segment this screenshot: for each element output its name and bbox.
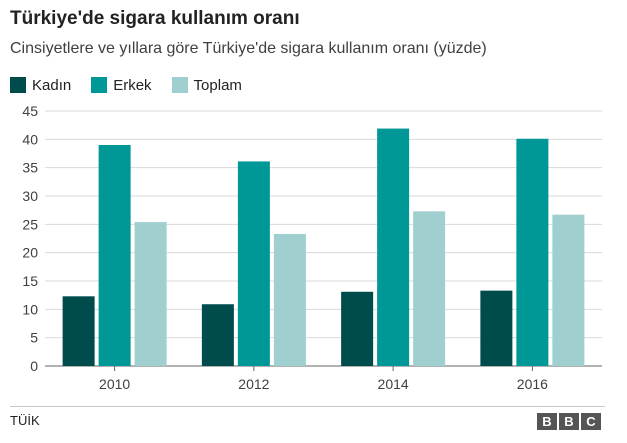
chart-title: Türkiye'de sigara kullanım oranı xyxy=(10,8,300,29)
x-tick-label: 2014 xyxy=(378,376,409,392)
y-tick-label: 40 xyxy=(22,131,38,147)
bar xyxy=(377,128,410,366)
y-tick-label: 25 xyxy=(22,216,38,232)
y-tick-label: 35 xyxy=(22,160,38,176)
legend-item-kadin: Kadın xyxy=(10,77,71,94)
y-tick-label: 30 xyxy=(22,188,38,204)
legend-label-erkek: Erkek xyxy=(113,76,152,94)
bar xyxy=(201,304,234,366)
footer-divider xyxy=(10,406,605,407)
bbc-logo-letter: B xyxy=(537,413,557,430)
bar xyxy=(480,290,513,366)
x-tick-label: 2012 xyxy=(238,376,269,392)
legend-item-toplam: Toplam xyxy=(171,76,242,94)
y-tick-label: 20 xyxy=(22,245,38,261)
y-tick-label: 15 xyxy=(22,273,38,289)
bbc-logo: B B C xyxy=(535,413,601,430)
bar xyxy=(413,211,446,366)
bar xyxy=(552,214,585,366)
bar xyxy=(134,222,167,366)
legend-label-kadin: Kadın xyxy=(32,76,72,94)
legend-swatch-toplam xyxy=(171,77,188,93)
y-tick-label: 5 xyxy=(30,330,38,346)
y-tick-label: 10 xyxy=(22,301,38,317)
bbc-logo-letter: C xyxy=(581,413,601,430)
bbc-logo-letter: B xyxy=(559,413,579,430)
legend-swatch-kadin xyxy=(10,77,26,93)
bar xyxy=(237,161,270,366)
bar xyxy=(62,296,95,366)
bar xyxy=(273,233,306,366)
y-tick-label: 0 xyxy=(30,358,38,374)
legend-item-erkek: Erkek xyxy=(91,76,152,94)
bar xyxy=(516,138,549,366)
legend-label-toplam: Toplam xyxy=(193,76,242,94)
bar xyxy=(98,145,131,366)
chart-subtitle: Cinsiyetlere ve yıllara göre Türkiye'de … xyxy=(10,40,487,57)
bar xyxy=(341,291,374,366)
legend-swatch-erkek xyxy=(91,77,108,93)
x-tick-label: 2016 xyxy=(517,376,548,392)
x-tick-label: 2010 xyxy=(99,376,130,392)
y-tick-label: 45 xyxy=(22,103,38,119)
bar-chart: 0 5 10 15 20 25 30 35 40 45 2010 2012 2014 2016 xyxy=(22,103,602,392)
source-label: TÜİK xyxy=(10,413,40,428)
legend: Kadın Erkek Toplam xyxy=(10,76,262,94)
